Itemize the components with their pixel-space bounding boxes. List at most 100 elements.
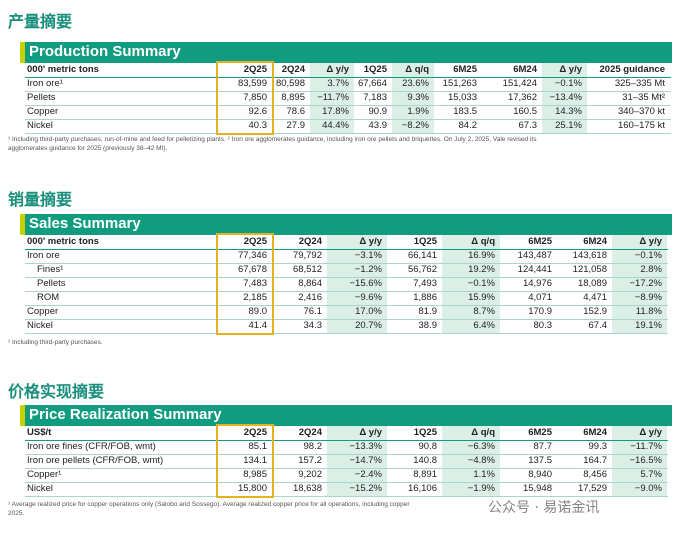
table-cell: −17.2%	[629, 278, 663, 289]
row-rule	[25, 291, 668, 292]
row-rule	[25, 319, 668, 320]
table-cell: 17.8%	[322, 106, 349, 117]
watermark: 公众号 · 易诺金讯	[488, 500, 600, 516]
row-rule	[25, 496, 668, 497]
row-label: Copper¹	[27, 469, 62, 480]
table-cell: 77,346	[237, 250, 267, 261]
table-cell: 76.1	[303, 306, 323, 317]
table-cell: −11.7%	[630, 441, 662, 452]
table-cell: 99.3	[588, 441, 608, 452]
table-cell: 17,529	[577, 483, 607, 494]
table-cell: 43.9	[368, 120, 388, 131]
column-header: 2Q25	[243, 64, 267, 75]
table-cell: 5.7%	[640, 469, 662, 480]
table-cell: −16.5%	[629, 455, 663, 466]
column-header: Δ y/y	[359, 427, 382, 438]
highlight-column	[216, 424, 274, 498]
table-cell: 157.2	[298, 455, 322, 466]
highlight-column	[216, 61, 274, 135]
table-cell: 11.8%	[635, 306, 662, 317]
table-cell: 18,089	[577, 278, 607, 289]
table-cell: 8.7%	[473, 306, 495, 317]
table-cell: 25.1%	[555, 120, 582, 131]
delta-column-shade	[327, 235, 387, 333]
table-cell: 160–175 kt	[617, 120, 665, 131]
table-cell: 121,058	[572, 264, 607, 275]
row-rule	[25, 468, 668, 469]
row-rule	[25, 105, 671, 106]
row-label: Pellets	[27, 92, 56, 103]
title-bar: Price Realization Summary	[20, 405, 672, 426]
table-cell: −9.6%	[354, 292, 382, 303]
table-cell: 15,800	[237, 483, 267, 494]
table-cell: −3.1%	[354, 250, 382, 261]
table-cell: 18,638	[292, 483, 322, 494]
row-rule	[25, 454, 668, 455]
title-bar: Sales Summary	[20, 214, 672, 235]
table-cell: −6.3%	[467, 441, 495, 452]
table-cell: 17.0%	[355, 306, 382, 317]
row-label: Iron ore¹	[27, 78, 63, 89]
table-cell: 40.3	[248, 120, 268, 131]
table-cell: 81.9	[418, 306, 438, 317]
delta-column-shade	[442, 235, 500, 333]
column-header: 6M25	[528, 427, 552, 438]
highlight-column	[216, 233, 274, 335]
table-cell: 67.3	[518, 120, 538, 131]
row-label: Fines¹	[37, 264, 64, 275]
row-rule	[25, 249, 668, 250]
table-cell: 16,106	[407, 483, 437, 494]
row-rule	[25, 91, 671, 92]
column-header: 2Q25	[243, 427, 267, 438]
table-cell: 8,985	[243, 469, 267, 480]
table-cell: 67.4	[588, 320, 608, 331]
column-header: 6M25	[528, 236, 552, 247]
table-cell: 20.7%	[355, 320, 382, 331]
column-header: Δ y/y	[639, 236, 662, 247]
column-header: Δ y/y	[359, 236, 382, 247]
table-cell: −13.4%	[549, 92, 583, 103]
table-cell: −15.6%	[349, 278, 383, 289]
column-header: 1Q25	[413, 236, 437, 247]
table-cell: −1.2%	[354, 264, 382, 275]
table-cell: 9.3%	[407, 92, 429, 103]
table-cell: 66,141	[407, 250, 437, 261]
table-cell: 170.9	[528, 306, 552, 317]
table-cell: −0.1%	[554, 78, 582, 89]
table-cell: 85.1	[248, 441, 268, 452]
table-cell: 164.7	[583, 455, 607, 466]
table-cell: 17,362	[507, 92, 537, 103]
row-rule	[25, 277, 668, 278]
table-cell: 3.7%	[327, 78, 349, 89]
column-header: 2Q24	[298, 427, 322, 438]
table-cell: −15.2%	[349, 483, 383, 494]
table-cell: 92.6	[248, 106, 268, 117]
table-cell: 19.2%	[468, 264, 495, 275]
delta-column-shade	[612, 426, 667, 496]
footnote: agglomerates guidance for 2025 (previous…	[8, 145, 168, 152]
table-cell: 89.0	[248, 306, 268, 317]
table-cell: 140.8	[413, 455, 437, 466]
column-header: 000' metric tons	[27, 236, 99, 247]
table-cell: 87.7	[533, 441, 553, 452]
table-cell: −14.7%	[349, 455, 383, 466]
table-cell: 151,263	[442, 78, 477, 89]
table-cell: 1.1%	[473, 469, 495, 480]
title-bar: Production Summary	[20, 42, 672, 63]
column-header: 2025 guidance	[599, 64, 665, 75]
table-cell: 8,891	[413, 469, 437, 480]
table-cell: 1.9%	[407, 106, 429, 117]
table-cell: 8,456	[583, 469, 607, 480]
table-cell: 7,483	[243, 278, 267, 289]
footnote: ¹ Including third-party purchases.	[8, 339, 103, 346]
table-cell: 16.9%	[468, 250, 495, 261]
row-label: Copper	[27, 106, 59, 117]
table-cell: 4,071	[528, 292, 552, 303]
section-title: Production Summary	[29, 43, 181, 60]
row-label: ROM	[37, 292, 60, 303]
table-cell: 67,664	[357, 78, 387, 89]
table-cell: 80,598	[275, 78, 305, 89]
delta-column-shade	[542, 63, 587, 133]
table-cell: 68,512	[292, 264, 322, 275]
row-rule	[25, 482, 668, 483]
